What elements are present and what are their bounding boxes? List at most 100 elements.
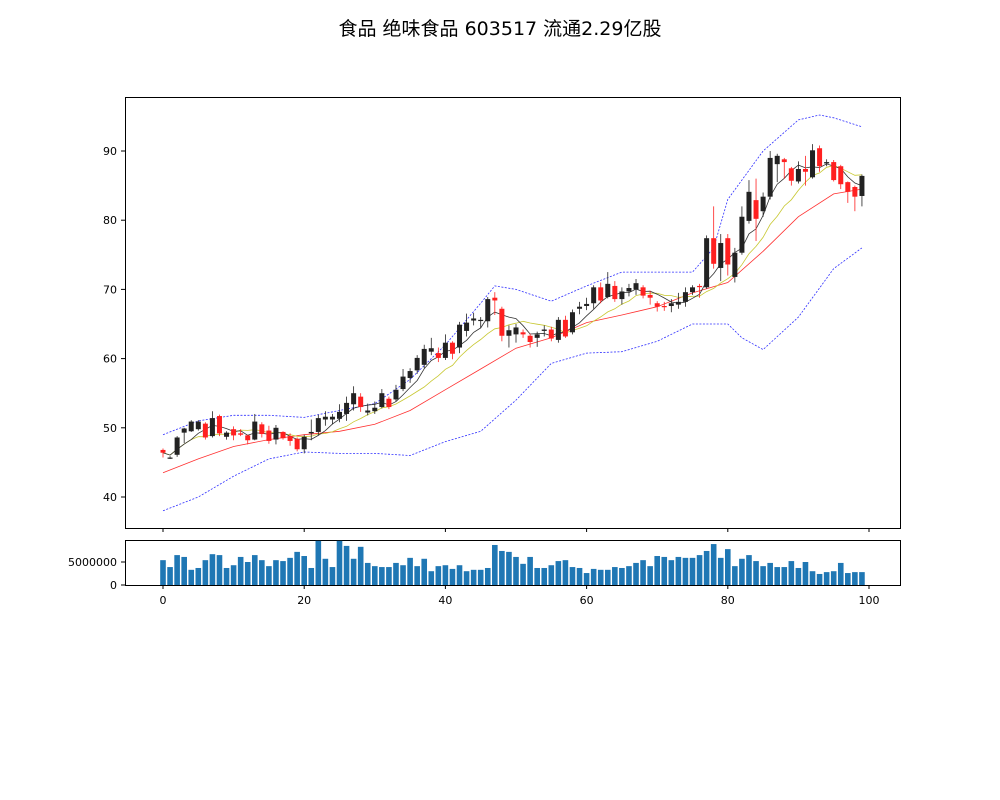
volume-bar <box>837 562 844 585</box>
volume-bars <box>160 540 865 585</box>
volume-bar <box>266 566 272 585</box>
candle <box>435 347 441 363</box>
candle-body <box>541 329 547 331</box>
candle <box>513 324 519 343</box>
candle <box>351 386 357 411</box>
candle-body <box>548 329 554 339</box>
volume-bar <box>661 556 668 585</box>
candle <box>520 329 526 338</box>
candle-body <box>817 148 823 167</box>
candle <box>661 301 667 311</box>
candle-body <box>845 182 851 192</box>
volume-bar <box>202 560 209 585</box>
volume-bar <box>823 572 830 585</box>
candle-body <box>591 287 597 304</box>
candle-body <box>697 285 703 288</box>
volume-bar <box>308 567 315 585</box>
candle-body <box>435 353 441 358</box>
candle <box>287 433 293 446</box>
candle <box>457 321 463 354</box>
candle-body <box>527 335 533 342</box>
volume-bar <box>513 556 519 585</box>
candle <box>668 299 674 313</box>
candle <box>725 234 731 276</box>
bollinger-bands <box>162 114 863 512</box>
candle-body <box>612 285 618 300</box>
candle-body <box>767 157 773 197</box>
volume-bar <box>640 560 646 585</box>
volume-bar <box>470 569 477 585</box>
volume-bar <box>273 560 279 585</box>
candle-body <box>711 238 717 264</box>
candle <box>231 426 237 441</box>
candle-body <box>682 292 688 302</box>
volume-bar <box>294 551 300 585</box>
candle <box>690 285 695 295</box>
candle-body <box>407 371 413 378</box>
volume-bar <box>230 565 237 585</box>
candle-body <box>654 303 660 307</box>
volume-bar <box>795 567 802 585</box>
candle <box>781 157 787 179</box>
moving-averages <box>162 163 863 456</box>
candle-body <box>718 243 724 268</box>
volume-bar <box>442 565 449 585</box>
volume-bar <box>223 567 230 585</box>
candle <box>238 429 244 437</box>
candle <box>562 315 568 338</box>
candle-body <box>633 283 639 290</box>
candle-body <box>704 238 710 288</box>
candle-body <box>372 407 378 412</box>
candle <box>266 425 272 444</box>
candle <box>160 448 166 458</box>
volume-bar <box>774 567 781 585</box>
x-tick-label: 60 <box>580 594 594 607</box>
volume-bar <box>301 556 307 585</box>
volume-bar <box>845 573 851 585</box>
candle <box>322 411 328 426</box>
volume-bar <box>717 557 724 585</box>
volume-bar <box>830 571 837 585</box>
candle-body <box>569 312 575 333</box>
volume-bar <box>802 562 809 585</box>
candle-body <box>238 433 244 435</box>
candle <box>485 297 491 328</box>
candle <box>280 431 286 440</box>
candle <box>294 437 300 452</box>
candle <box>682 287 688 307</box>
candle <box>167 456 173 459</box>
volume-bar <box>350 558 357 585</box>
volume-axes <box>125 540 901 586</box>
candle-body <box>739 216 745 253</box>
x-tick-label: 40 <box>438 594 452 607</box>
candle-body <box>308 431 314 434</box>
candle <box>555 317 561 343</box>
price-axes <box>125 97 901 529</box>
volume-bar <box>534 567 540 585</box>
candle-body <box>351 393 357 405</box>
candle <box>802 155 808 186</box>
volume-bar <box>393 562 399 585</box>
volume-bar <box>492 544 498 585</box>
candle-body <box>810 150 816 178</box>
volume-bar <box>555 561 562 585</box>
candle <box>308 419 314 441</box>
volume-bar <box>597 569 604 585</box>
candle-body <box>442 342 448 358</box>
volume-bar <box>590 568 597 585</box>
candle-body <box>337 411 342 419</box>
chart-title: 食品 绝味食品 603517 流通2.29亿股 <box>339 18 662 40</box>
candle <box>506 325 512 348</box>
candle-body <box>449 342 455 354</box>
volume-bar <box>181 556 187 585</box>
candle <box>464 313 470 337</box>
volume-bar <box>160 560 166 585</box>
candle-body <box>802 168 808 172</box>
candle-body <box>245 435 251 441</box>
axis-ticks: 40 50 60 70 80 90 0 5000000 0 20 40 60 80 100 <box>68 145 880 607</box>
candle-body <box>781 159 787 163</box>
candle <box>810 144 816 179</box>
candle-body <box>506 330 512 336</box>
candle-body <box>294 438 300 450</box>
